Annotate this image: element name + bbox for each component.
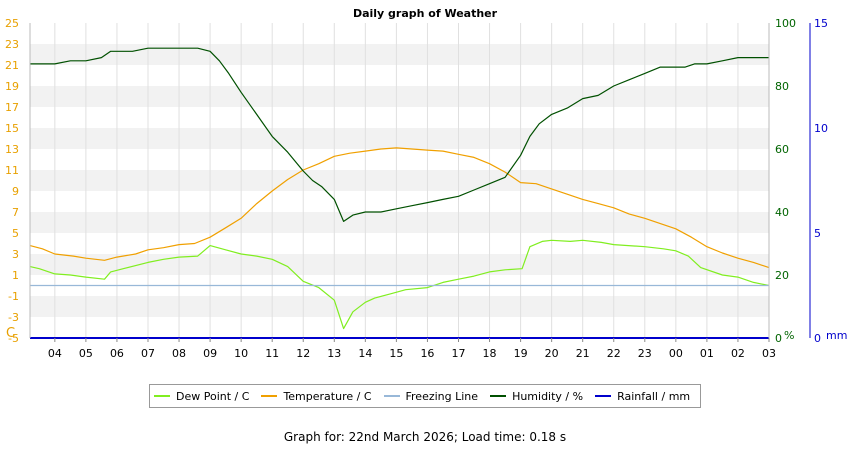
plot-bands	[30, 23, 769, 338]
left-tick-label: 11	[5, 164, 19, 177]
x-tick-label: 08	[172, 347, 186, 360]
x-tick-label: 17	[451, 347, 465, 360]
x-tick-label: 07	[141, 347, 155, 360]
right-1-tick-label: 100	[775, 17, 796, 30]
left-tick-label: 25	[5, 17, 19, 30]
plot-band	[30, 233, 769, 254]
legend-item: Temperature / C	[261, 389, 372, 403]
plot-band	[30, 107, 769, 128]
x-tick-label: 05	[79, 347, 93, 360]
left-tick-label: -1	[8, 290, 19, 303]
legend-item: Freezing Line	[383, 389, 479, 403]
legend-swatch	[383, 395, 400, 397]
x-tick-label: 23	[638, 347, 652, 360]
left-tick-label: 3	[12, 248, 19, 261]
right-axis-1-label: %	[784, 329, 794, 342]
plot-band	[30, 254, 769, 275]
left-tick-label: 1	[12, 269, 19, 282]
legend-item: Dew Point / C	[154, 390, 249, 403]
plot-band	[30, 170, 769, 191]
x-tick-label: 14	[358, 347, 372, 360]
legend: Dew Point / C Temperature / C Freezing Lin…	[149, 384, 701, 408]
legend-item: Rainfall / mm	[595, 390, 690, 403]
x-tick-label: 00	[669, 347, 683, 360]
right-2-tick-label: 5	[814, 227, 821, 240]
legend-label: Freezing Line	[405, 389, 479, 403]
right-2-tick-label: 10	[814, 122, 828, 135]
plot-band	[30, 296, 769, 317]
legend-swatch	[154, 395, 170, 397]
left-tick-label: 21	[5, 59, 19, 72]
x-tick-label: 12	[296, 347, 310, 360]
right-2-tick-label: 15	[814, 17, 828, 30]
x-tick-label: 13	[327, 347, 341, 360]
legend-swatch	[595, 395, 612, 397]
x-tick-label: 22	[607, 347, 621, 360]
series-group	[29, 47, 770, 339]
x-tick-label: 18	[483, 347, 497, 360]
plot-band	[30, 86, 769, 107]
left-tick-label: 23	[5, 38, 19, 51]
series-line	[29, 239, 770, 330]
left-tick-label: 17	[5, 101, 19, 114]
plot-band	[30, 317, 769, 338]
plot-band	[30, 128, 769, 149]
x-tick-label: 19	[514, 347, 528, 360]
x-tick-label: 21	[576, 347, 590, 360]
right-axis-2-label: mm	[826, 329, 847, 342]
plot-band	[30, 65, 769, 86]
left-tick-label: 9	[12, 185, 19, 198]
series-line	[29, 147, 770, 269]
x-tick-label: 16	[420, 347, 434, 360]
plot-band	[30, 149, 769, 170]
footer-text: Graph for: 22nd March 2026; Load time: 0…	[283, 430, 567, 444]
plot-band	[30, 23, 769, 44]
x-tick-label: 10	[234, 347, 248, 360]
legend-item: Humidity / %	[490, 390, 583, 403]
left-tick-label: 7	[12, 206, 19, 219]
plot-band	[30, 212, 769, 233]
legend-label: Temperature / C	[283, 389, 372, 403]
x-tick-label: 11	[265, 347, 279, 360]
legend-label: Humidity / %	[512, 389, 584, 403]
x-tick-label: 01	[700, 347, 714, 360]
left-tick-label: -3	[8, 311, 19, 324]
left-tick-label: -5	[8, 332, 19, 345]
x-tick-label: 02	[731, 347, 745, 360]
right-1-tick-label: 20	[775, 269, 789, 282]
x-tick-label: 20	[545, 347, 559, 360]
left-tick-label: 13	[5, 143, 19, 156]
right-1-tick-label: 40	[775, 206, 789, 219]
x-tick-label: 04	[48, 347, 62, 360]
plot-band	[30, 44, 769, 65]
x-tick-label: 03	[762, 347, 776, 360]
right-2-tick-label: 0	[814, 332, 821, 345]
chart-title: Daily graph of Weather	[353, 7, 498, 20]
left-tick-label: 5	[12, 227, 19, 240]
right-1-tick-label: 0	[775, 332, 782, 345]
right-1-tick-label: 80	[775, 80, 789, 93]
left-axis-label: C	[6, 326, 15, 341]
legend-swatch	[261, 395, 278, 397]
left-tick-label: 19	[5, 80, 19, 93]
plot-band	[30, 191, 769, 212]
legend-label: Dew Point / C	[176, 389, 250, 403]
axes-group: 04 05 06 07 08 09 10 11 12 13 14 15 16 17 18 19 20 21 22 23…	[5, 17, 828, 360]
x-tick-label: 06	[110, 347, 124, 360]
series-line	[30, 47, 769, 222]
right-1-tick-label: 60	[775, 143, 789, 156]
legend-swatch	[490, 395, 507, 397]
x-tick-label: 15	[389, 347, 403, 360]
left-tick-label: 15	[5, 122, 19, 135]
x-tick-label: 09	[203, 347, 217, 360]
legend-label: Rainfall / mm	[617, 389, 691, 403]
